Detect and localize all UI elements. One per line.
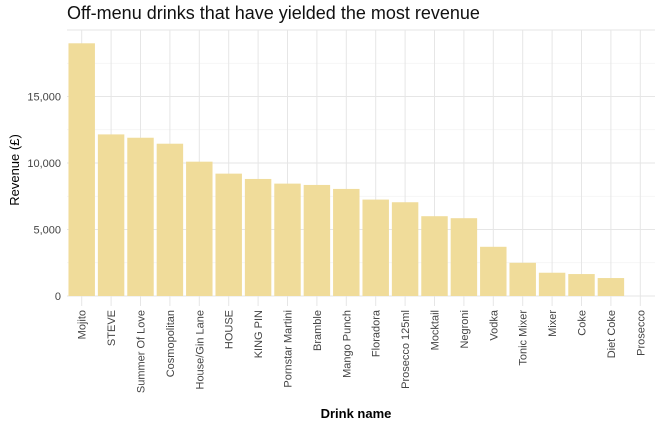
x-tick-label: Prosecco [635,310,647,356]
x-tick-label: HOUSE [224,310,236,349]
y-axis-title: Revenue (£) [7,134,22,206]
x-tick-label: House/Gin Lane [194,310,206,390]
y-tick-label: 0 [55,291,61,303]
bar [421,216,448,296]
x-tick-label: Cosmopolitan [165,310,177,377]
y-axis-ticks: 0 5,000 10,000 15,000 [27,92,61,304]
x-tick-label: Floradora [371,309,383,357]
bar [244,178,272,296]
bar [391,202,419,296]
bar [274,183,301,296]
grid-layer [67,29,655,306]
bar-layer [68,43,625,296]
x-tick-label: Pornstar Martini [283,310,295,388]
bar [509,262,536,296]
x-tick-label: Mixer [547,310,559,337]
bar [303,184,331,296]
x-tick-label: KING PIN [253,310,265,358]
bar [156,143,184,296]
y-tick-label: 10,000 [27,158,61,170]
x-tick-label: Negroni [459,310,471,349]
y-tick-label: 5,000 [33,225,61,237]
x-tick-label: Mojito [77,310,89,339]
x-tick-label: STEVE [106,310,118,346]
bar [215,173,242,296]
bar [538,272,566,296]
bar [186,161,213,296]
bar [97,134,125,296]
x-tick-label: Tonic Mixer [518,310,530,366]
bar [568,274,595,296]
x-tick-label: Bramble [312,310,324,351]
chart-title: Off-menu drinks that have yielded the mo… [67,3,480,23]
y-tick-label: 15,000 [27,92,61,104]
bar [480,246,507,296]
x-tick-label: Vodka [488,309,500,340]
x-tick-label: Summer Of Love [136,310,148,393]
bar [450,218,478,296]
bar [68,43,95,296]
x-axis-ticks: Mojito STEVE Summer Of Love Cosmopolitan Hou… [77,309,648,393]
bar [333,188,360,296]
x-tick-label: Mango Punch [341,310,353,378]
x-tick-label: Diet Coke [606,310,618,358]
bar [127,137,154,296]
x-tick-label: Coke [577,310,589,336]
x-tick-label: Mocktail [430,310,442,350]
x-axis-title: Drink name [321,406,392,421]
bar [597,278,625,296]
x-tick-label: Prosecco 125ml [400,310,412,389]
bar [362,199,389,296]
